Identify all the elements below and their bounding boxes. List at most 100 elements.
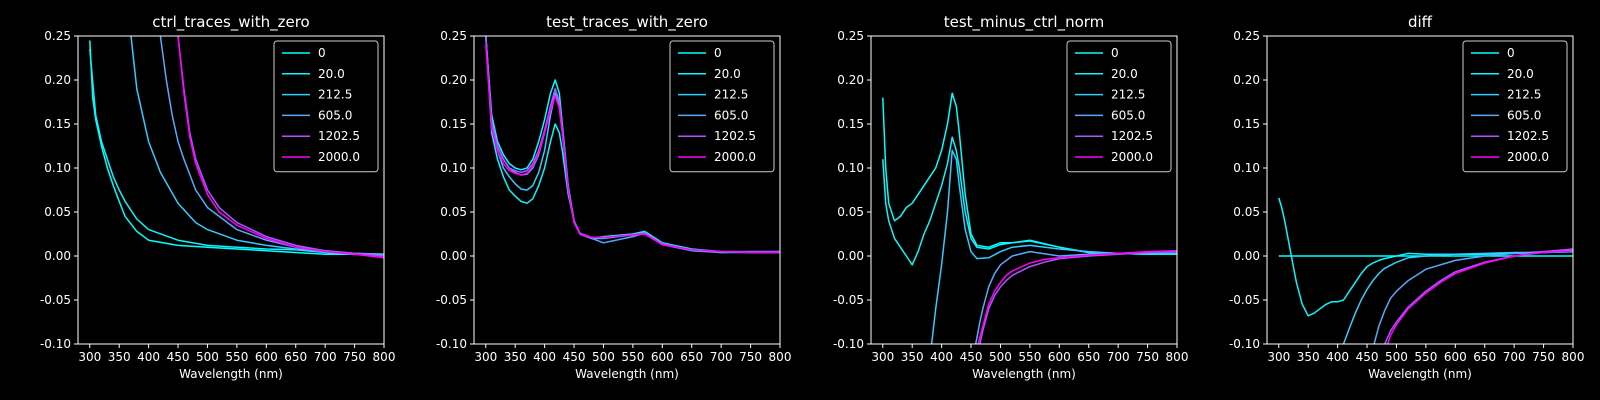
x-tick-label: 550 xyxy=(621,350,644,364)
series-line-2000.0 xyxy=(1386,249,1573,344)
x-tick-label: 450 xyxy=(960,350,983,364)
x-tick-label: 800 xyxy=(373,350,396,364)
x-tick-label: 400 xyxy=(533,350,556,364)
y-tick-label: 0.25 xyxy=(1233,29,1260,43)
legend-label: 212.5 xyxy=(1111,88,1145,102)
chart-panel-4: diff 300 350 400 450 500 550 600 650 700 750 800 -0.… xyxy=(1229,13,1585,381)
legend-label: 212.5 xyxy=(1507,88,1541,102)
y-tick-label: 0.00 xyxy=(440,249,467,263)
y-tick-label: 0.20 xyxy=(44,73,71,87)
legend-label: 2000.0 xyxy=(318,150,360,164)
x-tick-label: 700 xyxy=(1503,350,1526,364)
y-tick-label: 0.10 xyxy=(44,161,71,175)
legend-label: 20.0 xyxy=(1507,67,1534,81)
x-axis-label: Wavelength (nm) xyxy=(972,367,1076,381)
x-tick-label: 550 xyxy=(225,350,248,364)
legend-label: 212.5 xyxy=(714,88,748,102)
y-tick-label: 0.20 xyxy=(837,73,864,87)
y-tick-label: 0.05 xyxy=(1233,205,1260,219)
x-tick-label: 400 xyxy=(137,350,160,364)
series-line-2000.0 xyxy=(177,36,384,259)
series-group xyxy=(485,36,780,254)
x-tick-label: 550 xyxy=(1414,350,1437,364)
x-tick-label: 650 xyxy=(1077,350,1100,364)
legend-label: 212.5 xyxy=(318,88,352,102)
axes-frame xyxy=(1266,35,1574,345)
series-line-0 xyxy=(89,40,384,255)
x-tick-label: 600 xyxy=(1048,350,1071,364)
legend-label: 20.0 xyxy=(1111,67,1138,81)
y-tick-label: 0.10 xyxy=(440,161,467,175)
legend-label: 1202.5 xyxy=(318,129,360,143)
y-tick-label: 0.25 xyxy=(44,29,71,43)
x-tick-label: 500 xyxy=(592,350,615,364)
legend-label: 20.0 xyxy=(714,67,741,81)
legend-label: 1202.5 xyxy=(714,129,756,143)
chart-title: test_minus_ctrl_norm xyxy=(944,13,1105,32)
x-axis-label: Wavelength (nm) xyxy=(179,367,283,381)
x-tick-label: 350 xyxy=(1297,350,1320,364)
y-tick-label: -0.05 xyxy=(1229,293,1260,307)
legend: 0 20.0 212.5 605.0 1202.5 2000.0 xyxy=(1462,40,1568,173)
x-tick-label: 300 xyxy=(78,350,101,364)
x-axis-label: Wavelength (nm) xyxy=(575,367,679,381)
x-tick-label: 400 xyxy=(1326,350,1349,364)
y-tick-label: -0.10 xyxy=(436,337,467,351)
x-axis-label: Wavelength (nm) xyxy=(1368,367,1472,381)
chart-panel-2: test_traces_with_zero 300 350 400 450 500 550 6… xyxy=(436,13,792,381)
x-tick-label: 350 xyxy=(504,350,527,364)
axes-frame xyxy=(870,35,1178,345)
y-tick-label: 0.10 xyxy=(1233,161,1260,175)
x-tick-label: 600 xyxy=(1444,350,1467,364)
y-tick-label: -0.05 xyxy=(436,293,467,307)
y-tick-label: 0.20 xyxy=(440,73,467,87)
legend: 0 20.0 212.5 605.0 1202.5 2000.0 xyxy=(669,40,775,173)
y-tick-label: 0.05 xyxy=(837,205,864,219)
x-tick-label: 550 xyxy=(1018,350,1041,364)
legend: 0 20.0 212.5 605.0 1202.5 2000.0 xyxy=(273,40,379,173)
x-tick-label: 600 xyxy=(651,350,674,364)
y-tick-label: -0.05 xyxy=(40,293,71,307)
y-tick-label: 0.15 xyxy=(440,117,467,131)
legend-label: 2000.0 xyxy=(1507,150,1549,164)
x-tick-label: 350 xyxy=(901,350,924,364)
x-tick-label: 300 xyxy=(474,350,497,364)
y-tick-label: -0.05 xyxy=(833,293,864,307)
x-tick-label: 600 xyxy=(255,350,278,364)
y-tick-label: 0.15 xyxy=(837,117,864,131)
y-tick-label: -0.10 xyxy=(40,337,71,351)
legend-label: 0 xyxy=(318,46,326,60)
y-tick-label: 0.05 xyxy=(440,205,467,219)
x-tick-label: 350 xyxy=(108,350,131,364)
legend-label: 1202.5 xyxy=(1111,129,1153,143)
x-tick-label: 700 xyxy=(314,350,337,364)
series-line-20.0 xyxy=(882,136,1177,266)
y-tick-label: 0.20 xyxy=(1233,73,1260,87)
x-tick-label: 800 xyxy=(769,350,792,364)
y-tick-label: -0.10 xyxy=(833,337,864,351)
y-tick-label: 0.05 xyxy=(44,205,71,219)
chart-title: diff xyxy=(1408,13,1433,31)
y-tick-label: 0.25 xyxy=(440,29,467,43)
chart-panel-1: ctrl_traces_with_zero 300 350 400 450 500 550 6… xyxy=(40,13,396,381)
chart-title: test_traces_with_zero xyxy=(546,13,708,32)
y-tick-label: -0.10 xyxy=(1229,337,1260,351)
series-line-2000.0 xyxy=(485,44,780,254)
y-tick-label: 0.25 xyxy=(837,29,864,43)
x-tick-label: 750 xyxy=(343,350,366,364)
x-tick-label: 400 xyxy=(930,350,953,364)
legend-label: 605.0 xyxy=(1111,108,1145,122)
series-line-212.5 xyxy=(930,149,1177,344)
x-tick-label: 800 xyxy=(1166,350,1189,364)
legend-label: 1202.5 xyxy=(1507,129,1549,143)
x-tick-label: 500 xyxy=(989,350,1012,364)
legend-label: 605.0 xyxy=(714,108,748,122)
legend-label: 605.0 xyxy=(318,108,352,122)
x-tick-label: 700 xyxy=(710,350,733,364)
y-tick-label: 0.15 xyxy=(1233,117,1260,131)
x-tick-label: 300 xyxy=(871,350,894,364)
series-line-605.0 xyxy=(1373,249,1573,344)
x-tick-label: 700 xyxy=(1107,350,1130,364)
axes-frame xyxy=(473,35,781,345)
